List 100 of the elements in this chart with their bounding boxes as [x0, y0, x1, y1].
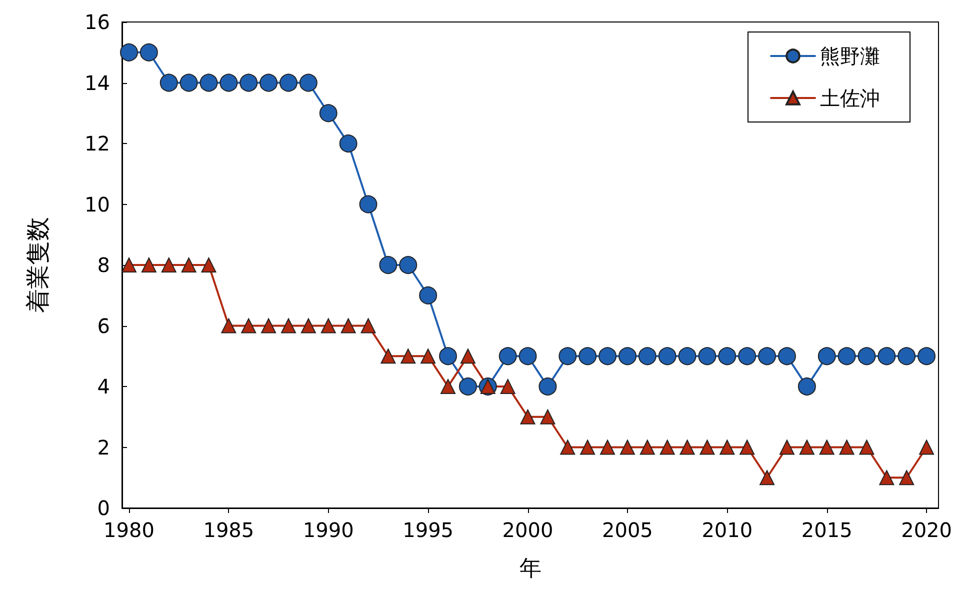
point — [600, 440, 616, 455]
point — [578, 347, 597, 366]
point — [819, 440, 834, 455]
point — [319, 104, 338, 122]
point — [740, 440, 755, 455]
point — [121, 258, 136, 272]
y-tick-label: 0 — [97, 496, 110, 520]
x-tick-label: 1995 — [402, 518, 454, 542]
point — [858, 347, 876, 366]
point — [718, 347, 736, 366]
point — [839, 440, 854, 455]
point — [720, 440, 735, 455]
point — [660, 440, 675, 455]
point — [241, 318, 256, 334]
x-tick-label: 1990 — [302, 518, 354, 542]
point — [918, 347, 936, 366]
point — [339, 134, 358, 152]
point — [638, 347, 656, 366]
point — [399, 256, 418, 274]
point — [379, 256, 398, 274]
legend-label: 熊野灘 — [820, 44, 880, 68]
y-tick-label: 16 — [84, 10, 110, 34]
point — [919, 440, 934, 455]
point — [200, 74, 218, 92]
point — [680, 440, 695, 455]
point — [560, 440, 576, 455]
point — [678, 347, 696, 366]
x-tick-label: 2005 — [602, 518, 653, 542]
point — [620, 440, 635, 455]
y-tick-label: 10 — [84, 192, 110, 216]
point — [201, 258, 216, 272]
point — [181, 258, 196, 272]
point — [879, 470, 894, 486]
point — [320, 318, 336, 334]
point — [419, 286, 438, 304]
legend-label: 土佐沖 — [820, 86, 880, 110]
point — [899, 470, 914, 486]
point — [160, 74, 178, 92]
point — [359, 195, 378, 214]
point — [280, 74, 298, 92]
point — [618, 347, 636, 366]
point — [538, 378, 557, 396]
point — [261, 318, 276, 334]
y-tick-label: 4 — [97, 374, 110, 398]
point — [518, 347, 537, 366]
point — [340, 318, 356, 334]
point — [141, 258, 156, 272]
point — [698, 347, 716, 366]
y-tick-label: 12 — [84, 132, 110, 156]
point — [760, 470, 775, 486]
point — [779, 440, 794, 455]
point — [818, 347, 836, 366]
point — [878, 347, 896, 366]
point — [180, 74, 198, 92]
point — [558, 347, 577, 366]
point — [380, 348, 396, 364]
y-axis-title: 着業隻数 — [24, 217, 52, 313]
y-tick-label: 6 — [97, 314, 110, 338]
point — [498, 347, 517, 366]
x-axis-title: 年 — [519, 556, 542, 582]
point — [161, 258, 176, 272]
point — [220, 74, 238, 92]
point — [440, 379, 456, 394]
point — [540, 409, 556, 424]
point — [838, 347, 856, 366]
point — [798, 378, 816, 396]
point — [700, 440, 715, 455]
point — [500, 379, 516, 394]
point — [738, 347, 756, 366]
y-tick-label: 2 — [97, 435, 110, 460]
x-tick-label: 2010 — [702, 518, 753, 542]
point — [658, 347, 676, 366]
x-tick-label: 1980 — [104, 518, 154, 542]
point — [640, 440, 655, 455]
x-tick-label: 1985 — [203, 518, 254, 542]
point — [778, 347, 796, 366]
point — [360, 318, 376, 334]
point — [758, 347, 776, 366]
point — [439, 347, 458, 366]
point — [598, 347, 617, 366]
point — [221, 318, 236, 334]
point — [299, 74, 318, 92]
x-tick-label: 2015 — [801, 518, 852, 542]
point — [260, 74, 278, 92]
y-tick-label: 8 — [97, 253, 110, 277]
point — [458, 378, 477, 396]
point — [140, 43, 158, 62]
point — [280, 318, 296, 334]
point — [859, 440, 874, 455]
point — [120, 43, 138, 62]
point — [420, 348, 436, 364]
point — [300, 318, 316, 334]
x-tick-label: 2020 — [901, 518, 952, 542]
point — [580, 440, 596, 455]
point — [460, 348, 476, 364]
point — [520, 409, 536, 424]
point — [400, 348, 416, 364]
y-tick-label: 14 — [84, 70, 110, 95]
x-tick-label: 2000 — [502, 518, 554, 542]
point — [898, 347, 916, 366]
